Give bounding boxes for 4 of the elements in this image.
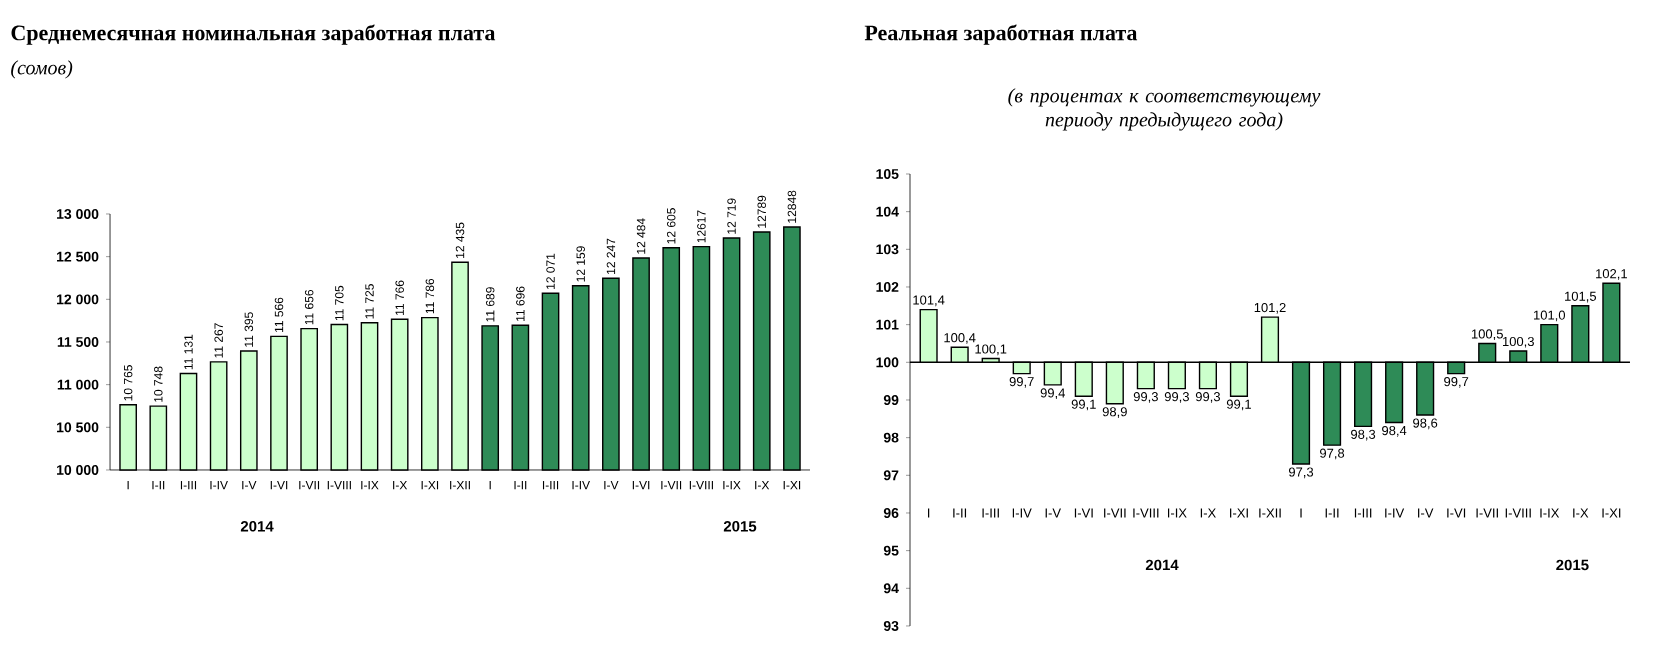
chart-subtitle: (в процентах к соответствующему периоду предыдущего года) bbox=[1008, 88, 1321, 131]
chart-title: Среднемесячная номинальная заработная плата bbox=[11, 24, 496, 45]
chart-title: Реальная заработная плата bbox=[864, 24, 1138, 45]
chart-subtitle: (сомов) bbox=[11, 60, 73, 79]
